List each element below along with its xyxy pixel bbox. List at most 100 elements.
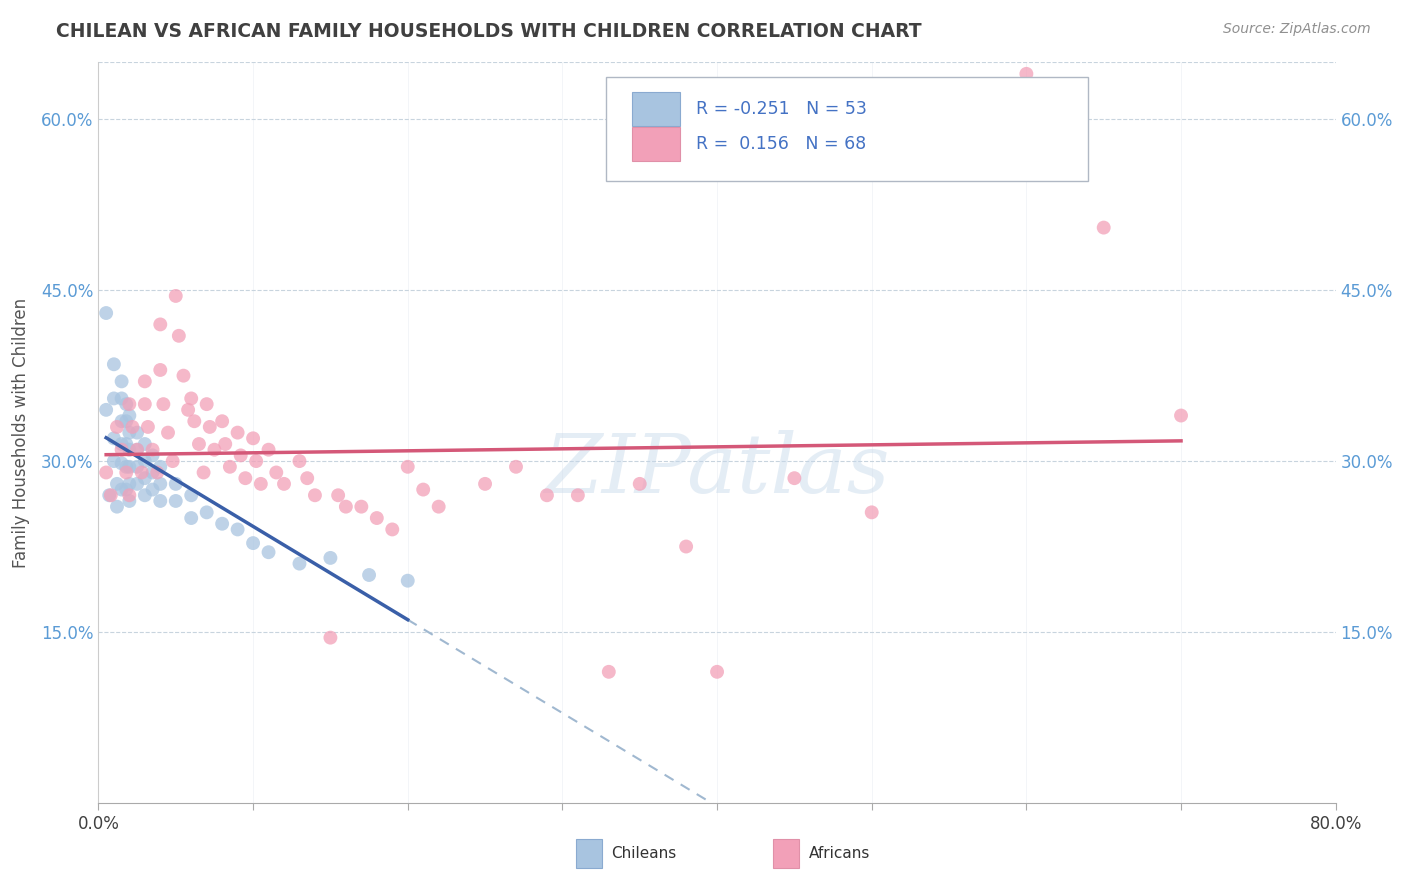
Point (783, 471, 806, 485)
Point (304, 488, 326, 502)
Point (111, 483, 132, 497)
Point (288, 557, 311, 571)
Point (146, 466, 169, 480)
Point (177, 402, 200, 417)
Point (134, 375, 156, 389)
Point (195, 397, 218, 411)
Point (242, 536, 264, 550)
Text: ZIPatlas: ZIPatlas (544, 430, 890, 509)
Point (121, 420, 143, 434)
Point (335, 500, 357, 514)
Text: Chileans: Chileans (612, 847, 676, 861)
Point (96, 306, 118, 320)
Point (219, 459, 242, 474)
Point (98, 488, 121, 502)
Point (319, 550, 342, 565)
Point (136, 420, 159, 434)
Point (675, 540, 697, 554)
Point (152, 397, 174, 411)
Point (134, 437, 156, 451)
Point (103, 431, 125, 445)
Point (103, 357, 125, 371)
Point (396, 459, 419, 474)
Text: R = -0.251   N = 53: R = -0.251 N = 53 (696, 100, 868, 118)
Point (103, 392, 125, 406)
Point (127, 425, 149, 440)
Point (118, 397, 141, 411)
Point (134, 454, 156, 468)
Point (167, 328, 190, 343)
Point (105, 500, 128, 514)
Point (115, 466, 138, 480)
Point (111, 437, 132, 451)
Point (628, 476, 651, 491)
Point (226, 425, 249, 440)
Point (118, 488, 141, 502)
Point (141, 442, 165, 457)
Point (96, 466, 118, 480)
Point (111, 456, 132, 470)
Point (141, 483, 165, 497)
Point (118, 494, 141, 508)
Point (157, 425, 180, 440)
Point (118, 442, 141, 457)
Point (96, 402, 118, 417)
Point (366, 511, 388, 525)
Point (214, 437, 236, 451)
Point (118, 409, 141, 423)
Point (412, 483, 434, 497)
Point (105, 476, 128, 491)
Point (149, 318, 172, 332)
Point (1015, 67, 1038, 81)
Point (149, 363, 172, 377)
Point (127, 459, 149, 474)
FancyBboxPatch shape (631, 127, 681, 161)
Text: Source: ZipAtlas.com: Source: ZipAtlas.com (1223, 22, 1371, 37)
Point (115, 483, 138, 497)
Point (474, 476, 496, 491)
Point (134, 397, 156, 411)
Point (188, 437, 211, 451)
Point (505, 459, 527, 474)
Point (567, 488, 589, 502)
Point (233, 471, 257, 485)
Point (319, 631, 342, 645)
Point (195, 505, 218, 519)
Point (118, 476, 141, 491)
Point (105, 420, 128, 434)
Point (211, 516, 233, 531)
Point (115, 437, 138, 451)
Point (536, 488, 558, 502)
Point (165, 494, 187, 508)
Point (180, 511, 202, 525)
Point (180, 392, 202, 406)
Point (245, 454, 267, 468)
Point (127, 442, 149, 457)
Point (257, 442, 280, 457)
Point (141, 466, 165, 480)
Point (115, 414, 138, 428)
FancyBboxPatch shape (606, 78, 1088, 181)
Point (706, 665, 728, 679)
Point (111, 375, 132, 389)
Point (860, 505, 883, 519)
Point (357, 568, 380, 582)
Point (165, 289, 187, 303)
Point (149, 494, 172, 508)
Point (242, 431, 264, 445)
Point (111, 442, 132, 457)
Point (165, 476, 187, 491)
Point (111, 392, 132, 406)
Text: R =  0.156   N = 68: R = 0.156 N = 68 (696, 135, 866, 153)
Point (396, 574, 419, 588)
Point (149, 459, 172, 474)
Point (226, 523, 249, 537)
Point (162, 454, 184, 468)
Point (326, 488, 350, 502)
Point (598, 665, 620, 679)
Point (297, 471, 319, 485)
Point (350, 500, 373, 514)
Point (134, 471, 156, 485)
Point (211, 414, 233, 428)
Point (204, 442, 226, 457)
